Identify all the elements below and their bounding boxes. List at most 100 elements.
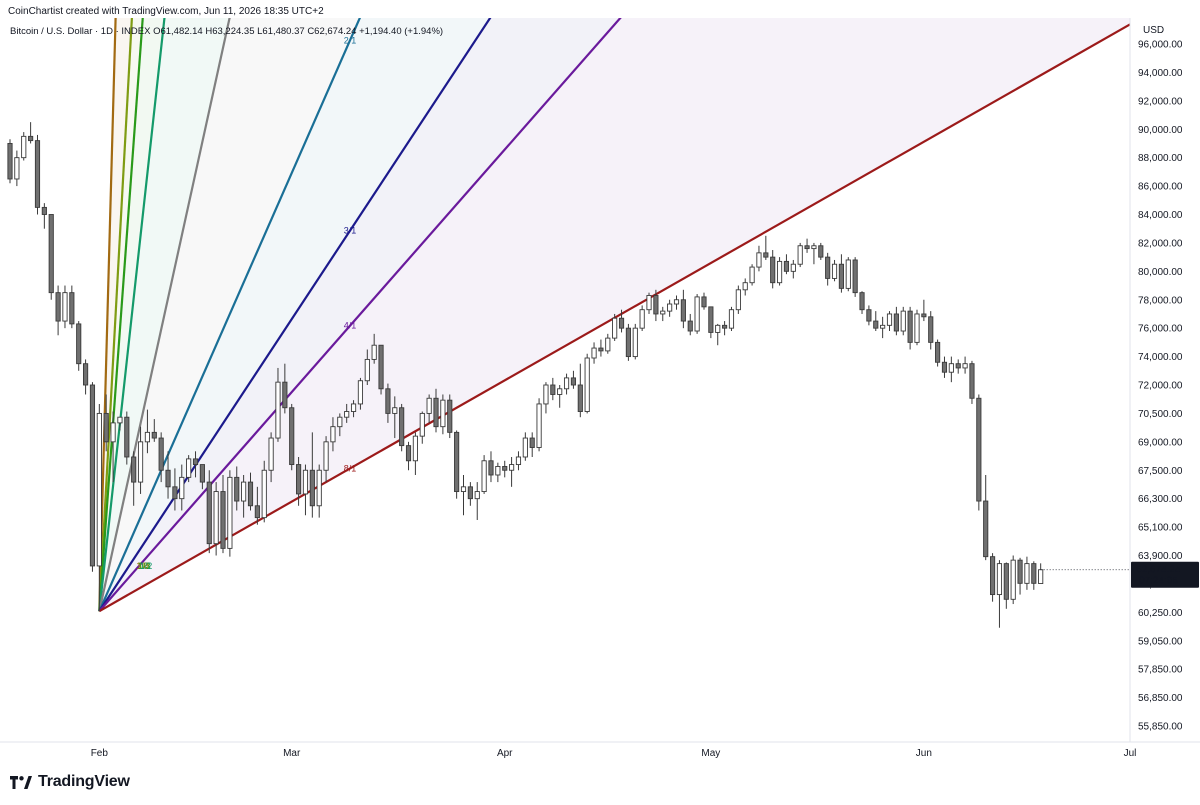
- candle: [921, 299, 927, 322]
- time-tick-label: May: [701, 748, 720, 759]
- candle: [350, 400, 357, 418]
- candle-body: [577, 384, 583, 412]
- price-tick-label: 96,000.00: [1138, 40, 1183, 51]
- time-tick-label: Apr: [497, 748, 513, 759]
- time-tick-label: Feb: [91, 748, 109, 759]
- candle-body: [763, 252, 769, 258]
- candle-body: [797, 245, 803, 265]
- countdown-label: 07:24:05: [1139, 576, 1178, 587]
- last-price-tag: [1131, 561, 1199, 588]
- candle-body: [296, 464, 302, 495]
- candle-body: [728, 309, 735, 329]
- candle-body: [529, 437, 535, 448]
- candlestick-series: [7, 122, 1044, 628]
- candle-body: [179, 476, 185, 500]
- candle: [241, 474, 247, 518]
- candle-body: [495, 466, 501, 476]
- candle: [831, 259, 838, 282]
- candle: [577, 363, 583, 418]
- gann-fan-lines[interactable]: [98, 0, 1200, 613]
- candle: [715, 323, 721, 346]
- tradingview-logo[interactable]: TradingView: [10, 773, 130, 791]
- candle-body: [433, 397, 439, 428]
- candle: [625, 323, 631, 361]
- price-tick-label: 72,000.00: [1138, 381, 1183, 392]
- candle: [557, 385, 563, 408]
- ohlc-change: +1,194.40 (+1.94%): [359, 26, 444, 37]
- candle-body: [756, 252, 762, 268]
- ohlc-low: L61,480.37: [257, 26, 305, 37]
- candle: [1010, 555, 1016, 605]
- candle: [392, 396, 398, 439]
- candle: [21, 132, 27, 161]
- symbol-legend[interactable]: Bitcoin / U.S. Dollar · 1D · INDEX O61,4…: [10, 26, 443, 37]
- candle-body: [426, 397, 432, 414]
- candle-body: [76, 323, 82, 365]
- candle: [646, 292, 652, 314]
- price-tick-label: 94,000.00: [1138, 68, 1183, 79]
- gann-fan-label: 2/1: [344, 35, 357, 45]
- candle-body: [935, 341, 941, 363]
- price-tick-label: 56,850.00: [1138, 693, 1183, 704]
- candle-body: [900, 310, 906, 332]
- candle: [199, 464, 205, 490]
- candle: [845, 257, 851, 292]
- gann-fan-line: [98, 18, 622, 612]
- candle-body: [612, 317, 618, 339]
- candle-body: [392, 407, 398, 414]
- candle: [873, 311, 879, 332]
- candle: [914, 309, 920, 346]
- candle: [419, 411, 425, 444]
- candle: [632, 323, 638, 360]
- candle-body: [515, 456, 522, 466]
- price-tick-label: 92,000.00: [1138, 96, 1183, 107]
- candle: [687, 313, 693, 336]
- candle-body: [385, 388, 391, 414]
- candle: [948, 356, 954, 383]
- candle: [852, 257, 858, 297]
- candle: [460, 474, 467, 516]
- candle-body: [859, 292, 865, 311]
- candle: [1017, 557, 1023, 595]
- candle-body: [790, 263, 796, 272]
- candle-body: [804, 245, 810, 250]
- candle-body: [1017, 559, 1023, 584]
- price-tick-label: 76,000.00: [1138, 324, 1183, 335]
- candle-body: [749, 266, 755, 284]
- candle-body: [989, 556, 996, 596]
- candle: [103, 394, 109, 452]
- candle-body: [399, 407, 405, 447]
- candle-body: [687, 320, 693, 332]
- candle-body: [605, 337, 611, 352]
- candle: [1024, 556, 1030, 590]
- candle: [763, 235, 769, 260]
- candle-body: [1010, 559, 1016, 600]
- candle-body: [550, 384, 556, 395]
- candle: [886, 311, 893, 332]
- candle: [137, 426, 144, 494]
- gann-fan-label: 1/4: [137, 561, 150, 571]
- candle-body: [563, 377, 570, 390]
- candle: [172, 468, 178, 511]
- price-tick-label: 86,000.00: [1138, 182, 1183, 193]
- candle: [804, 238, 810, 253]
- candle: [790, 259, 796, 279]
- candle-body: [192, 458, 199, 466]
- price-tick-label: 78,000.00: [1138, 295, 1183, 306]
- candle: [811, 242, 817, 265]
- price-tick-label: 57,850.00: [1138, 665, 1183, 676]
- price-tick-label: 67,500.00: [1138, 466, 1183, 477]
- candle: [962, 356, 968, 374]
- candle-body: [591, 347, 597, 359]
- candle-body: [34, 140, 41, 208]
- candle-body: [467, 486, 473, 500]
- chart-credit: CoinChartist created with TradingView.co…: [8, 6, 324, 17]
- candle: [591, 342, 597, 364]
- candle: [474, 482, 480, 520]
- candle: [653, 289, 659, 322]
- candle-body: [268, 437, 274, 471]
- candle: [234, 466, 240, 511]
- candle-body: [509, 464, 515, 471]
- candle: [55, 285, 61, 336]
